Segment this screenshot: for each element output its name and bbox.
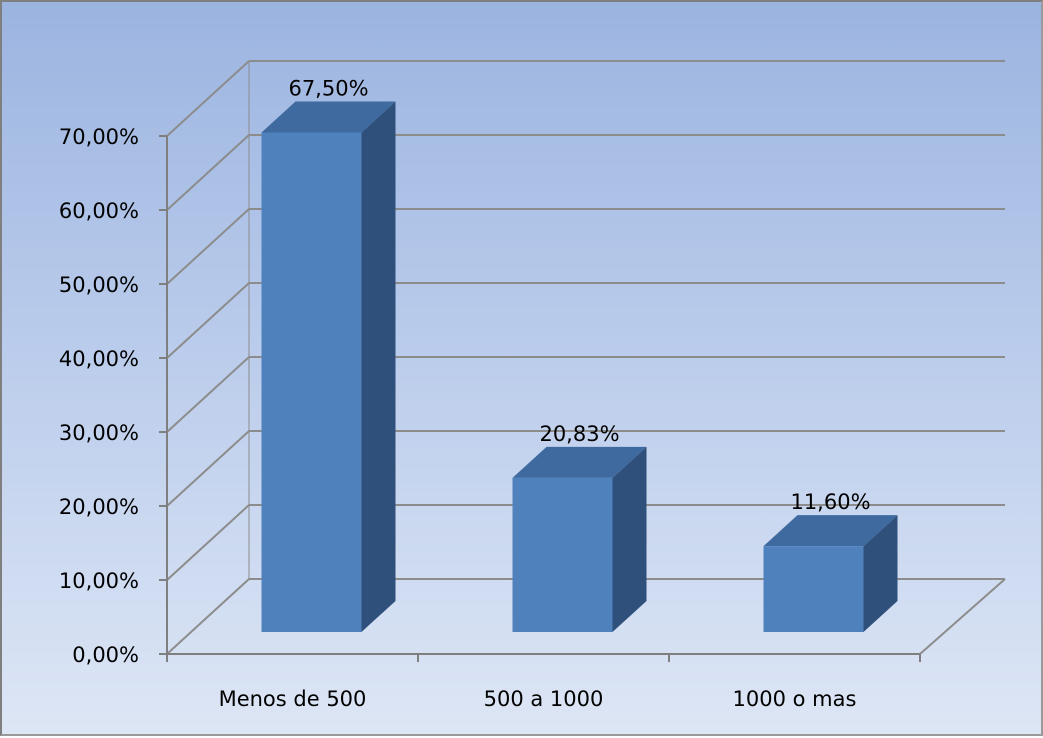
y-tick-label: 20,00% (59, 495, 139, 519)
data-label: 20,83% (539, 422, 619, 446)
floor-edge (919, 578, 1006, 655)
labels: 0,00% 10,00% 20,00% 30,00% 40,00% 50,00% 60,00… (59, 77, 871, 712)
data-label: 67,50% (288, 77, 368, 101)
y-tick-label: 40,00% (59, 347, 139, 371)
gridline-diagonal (166, 134, 250, 211)
data-label: 11,60% (790, 490, 870, 514)
y-tick-label: 50,00% (59, 273, 139, 297)
y-tick-label: 10,00% (59, 569, 139, 593)
gridline-diagonal (166, 430, 250, 507)
gridline-diagonal (166, 208, 250, 285)
bar-side (612, 446, 647, 632)
gridline-diagonal (166, 60, 250, 137)
category-label: 500 a 1000 (484, 687, 604, 711)
y-tick-label: 0,00% (72, 643, 139, 667)
bar-side (863, 515, 898, 632)
gridline-diagonal (166, 282, 250, 359)
gridline-diagonal (166, 356, 250, 433)
bar (763, 546, 864, 632)
gridline-diagonal (166, 504, 250, 581)
bars (261, 101, 898, 632)
gridline-diagonal (166, 578, 250, 655)
y-tick-label: 70,00% (59, 125, 139, 149)
bar (512, 477, 613, 632)
bar (261, 132, 362, 632)
y-tick-label: 60,00% (59, 199, 139, 223)
axes (159, 135, 921, 662)
bar-top (261, 101, 396, 133)
category-label: 1000 o mas (733, 687, 857, 711)
bar-side (361, 101, 396, 632)
bar-top (512, 446, 647, 478)
category-label: Menos de 500 (219, 687, 367, 711)
y-tick-label: 30,00% (59, 421, 139, 445)
bar-top (763, 515, 898, 547)
